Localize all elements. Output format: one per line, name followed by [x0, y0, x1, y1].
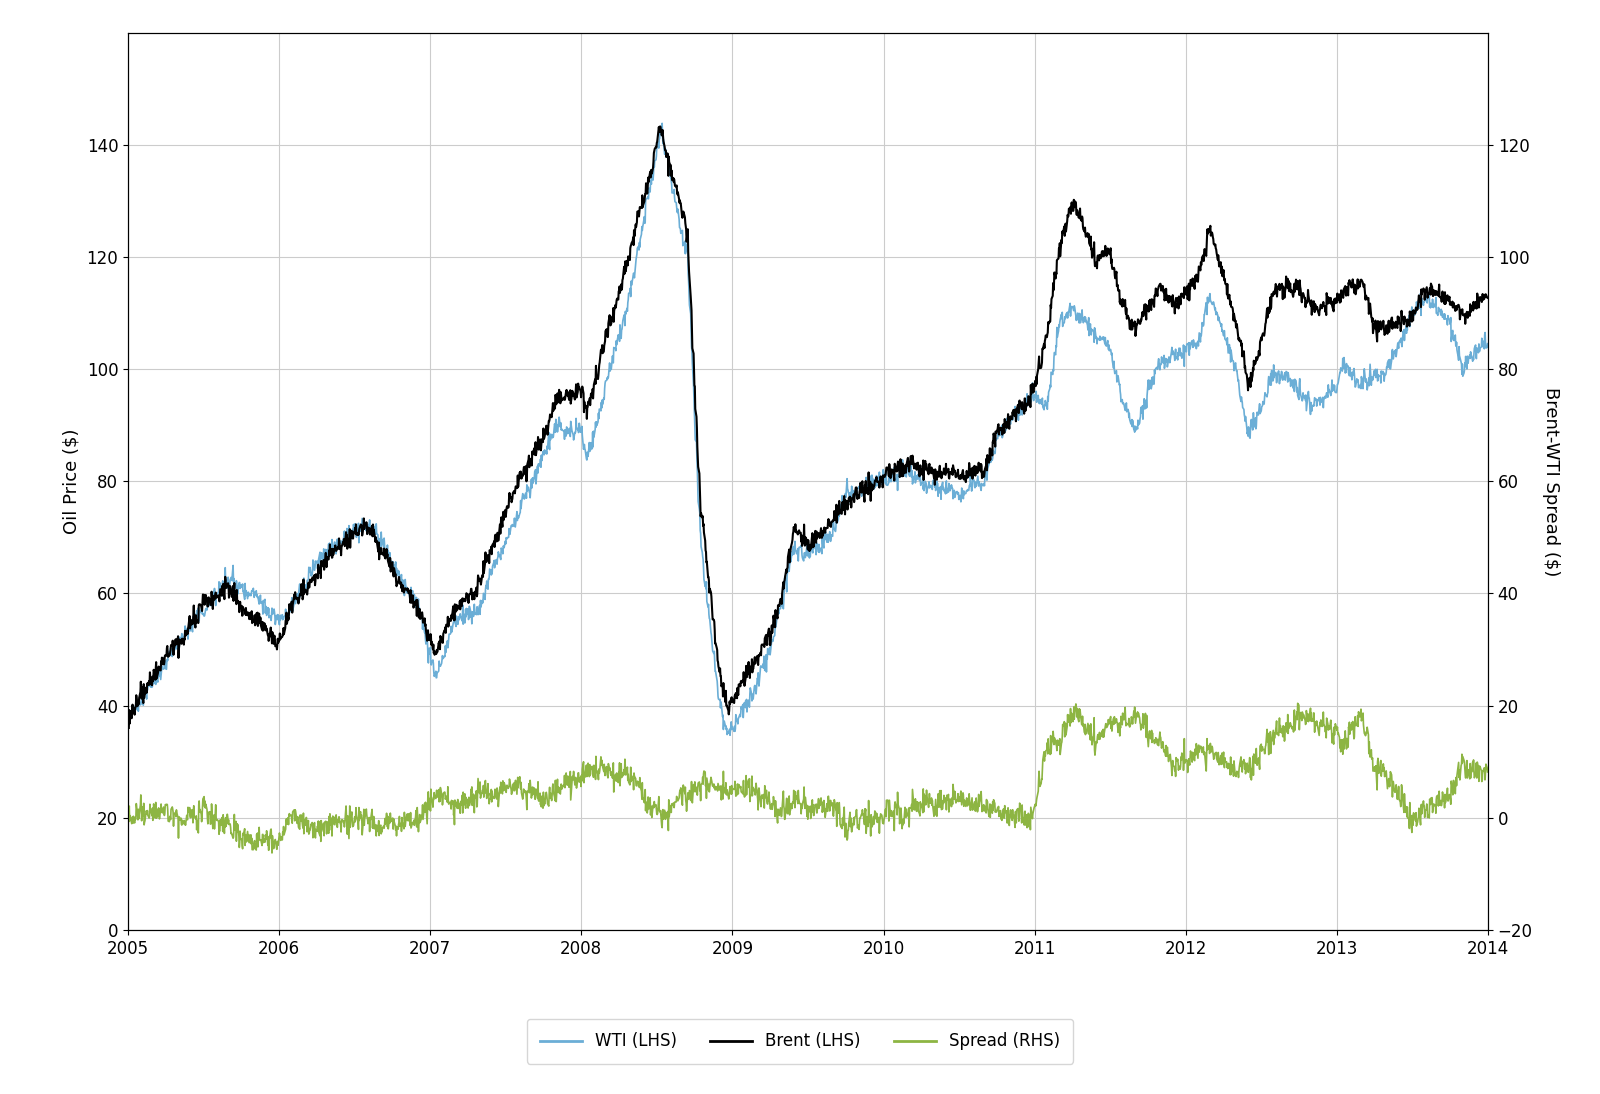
Line: WTI (LHS): WTI (LHS): [130, 124, 1488, 735]
Line: Spread (RHS): Spread (RHS): [130, 703, 1488, 853]
Y-axis label: Brent-WTI Spread ($): Brent-WTI Spread ($): [1542, 386, 1560, 577]
Line: Brent (LHS): Brent (LHS): [130, 127, 1488, 728]
Y-axis label: Oil Price ($): Oil Price ($): [62, 429, 82, 534]
Legend: WTI (LHS), Brent (LHS), Spread (RHS): WTI (LHS), Brent (LHS), Spread (RHS): [526, 1020, 1074, 1063]
